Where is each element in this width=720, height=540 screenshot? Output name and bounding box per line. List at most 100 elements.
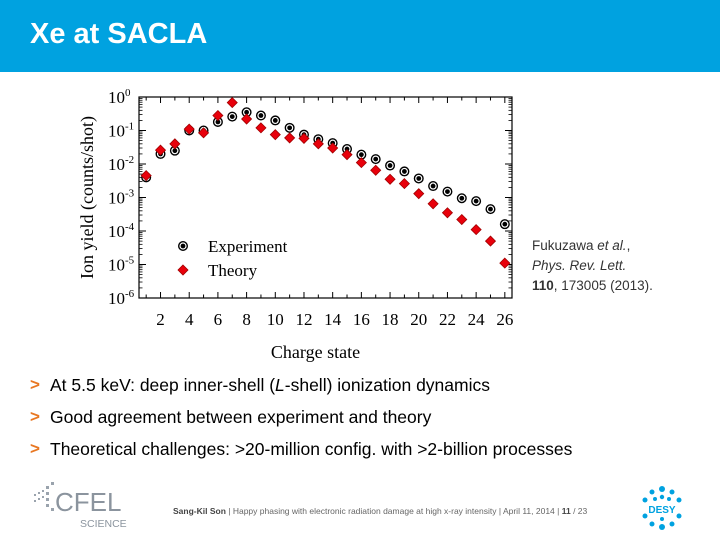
desy-logo-text: DESY [648, 505, 676, 516]
theory-point [470, 224, 482, 236]
experiment-point-core [387, 163, 393, 168]
citation-volume: 110 [532, 278, 554, 293]
theory-point [298, 132, 310, 144]
experiment-point-core [229, 114, 235, 119]
bullet-text: At 5.5 keV: deep inner-shell (L-shell) i… [50, 375, 490, 396]
bullet-item: > At 5.5 keV: deep inner-shell (L-shell)… [30, 372, 710, 404]
y-tick-label: 10-3 [108, 188, 135, 208]
bullet-text-italic: L [275, 375, 285, 395]
theory-point [413, 188, 425, 200]
x-tick-label: 14 [324, 310, 342, 329]
theory-point [441, 207, 454, 219]
theory-point [384, 173, 396, 185]
experiment-point-core [402, 169, 407, 174]
theory-point [140, 170, 152, 182]
theory-point [484, 235, 497, 247]
x-tick-label: 8 [242, 310, 251, 329]
citation: Fukuzawa et al., Phys. Rev. Lett. 110, 1… [532, 236, 653, 296]
y-tick-label: 10-6 [108, 288, 135, 308]
theory-point [370, 164, 382, 176]
theory-point [284, 132, 296, 144]
experiment-point-core [172, 148, 178, 154]
theory-point [312, 138, 324, 150]
y-tick-label: 10-1 [108, 121, 134, 141]
theory-point [212, 109, 224, 122]
x-tick-label: 2 [156, 310, 165, 329]
footer-sep: | [554, 506, 562, 516]
experiment-point-core [459, 195, 465, 201]
experiment-point-core [473, 198, 479, 204]
x-axis-label: Charge state [271, 342, 360, 362]
citation-comma: , [626, 238, 631, 253]
footer-sep: | [225, 506, 233, 516]
footer-talk-title: Happy phasing with electronic radiation … [232, 506, 497, 516]
theory-point [241, 113, 253, 125]
legend-theory-label: Theory [208, 261, 258, 280]
experiment-point-core [502, 221, 508, 227]
title-bar [0, 0, 720, 72]
experiment-point-core [344, 146, 350, 152]
x-tick-label: 4 [185, 310, 194, 329]
x-tick-label: 18 [382, 310, 399, 329]
legend-experiment-label: Experiment [208, 237, 288, 256]
bullet-text-post: -shell) ionization dynamics [284, 375, 490, 395]
bullet-text: Good agreement between experiment and th… [50, 407, 432, 427]
theory-point [398, 178, 410, 190]
bullet-marker-icon: > [30, 439, 40, 458]
y-tick-label: 100 [108, 87, 131, 107]
experiment-point-core [488, 206, 493, 212]
footer: Sang-Kil Son | Happy phasing with electr… [173, 506, 587, 516]
footer-date: April 11, 2014 [502, 506, 555, 516]
theory-point [183, 123, 195, 135]
experiment-point-core [373, 156, 379, 162]
cfel-logo-icon: CFEL SCIENCE [34, 482, 127, 530]
footer-total: / 23 [570, 506, 588, 516]
x-tick-label: 10 [267, 310, 284, 329]
x-tick-label: 20 [410, 310, 427, 329]
bullet-item: > Theoretical challenges: >20-million co… [30, 436, 710, 468]
legend-theory-marker [177, 264, 189, 276]
citation-etal: et al. [597, 238, 627, 253]
legend-experiment-marker-core [180, 243, 186, 249]
y-tick-label: 10-2 [108, 154, 134, 174]
y-axis-label: Ion yield (counts/shot) [77, 116, 98, 279]
theory-point [226, 97, 238, 109]
plot-frame [138, 96, 513, 299]
cfel-logo-subtext: SCIENCE [80, 518, 127, 530]
theory-point [327, 142, 339, 154]
experiment-point-core [416, 176, 422, 181]
footer-sep: | [496, 506, 503, 516]
experiment-point-core [358, 152, 364, 158]
x-tick-label: 6 [214, 310, 223, 329]
experiment-point-core [215, 119, 221, 125]
theory-point [255, 122, 267, 134]
y-tick-label: 10-4 [108, 221, 135, 241]
experiment-point-core [430, 183, 436, 189]
desy-logo-icon: DESY [642, 486, 682, 530]
theory-point [169, 138, 181, 150]
theory-point [355, 157, 367, 169]
x-tick-label: 22 [439, 310, 456, 329]
slide-title: Xe at SACLA [30, 18, 208, 50]
y-tick-label: 10-5 [108, 255, 135, 275]
bullet-text-pre: At 5.5 keV: deep inner-shell ( [50, 375, 276, 395]
x-tick-label: 24 [468, 310, 486, 329]
theory-point [197, 127, 210, 139]
bullet-marker-icon: > [30, 407, 40, 426]
experiment-point-core [244, 109, 249, 115]
experiment-point-core [287, 125, 293, 131]
theory-point [269, 129, 281, 141]
theory-point [499, 257, 511, 269]
cfel-logo-text: CFEL [55, 487, 121, 517]
citation-journal: Phys. Rev. Lett. [532, 258, 627, 273]
theory-point [341, 149, 353, 161]
bullet-list: > At 5.5 keV: deep inner-shell (L-shell)… [30, 372, 710, 468]
citation-authors: Fukuzawa [532, 238, 598, 253]
theory-point [427, 198, 439, 210]
experiment-point-core [258, 113, 264, 118]
theory-point [456, 213, 468, 226]
x-tick-label: 12 [295, 310, 312, 329]
citation-pages: , 173005 (2013). [553, 278, 653, 293]
experiment-point-core [272, 118, 278, 123]
